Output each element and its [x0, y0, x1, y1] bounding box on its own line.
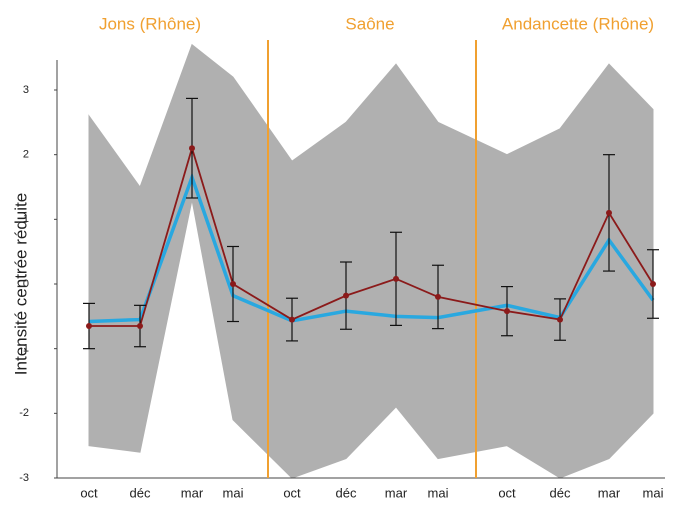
point: [435, 293, 441, 300]
series-line: [88, 172, 655, 324]
x-tick-label: déc: [130, 485, 151, 500]
y-tick-label: 1: [23, 213, 29, 225]
y-tick-label: 0: [23, 278, 29, 290]
y-tick-label: 3: [23, 84, 29, 96]
point: [393, 275, 399, 282]
y-axis-label: Intensité centrée réduite: [11, 193, 30, 375]
y-tick-label: 2: [23, 149, 29, 161]
x-tick-label: oct: [283, 485, 301, 500]
x-tick-label: mai: [428, 485, 449, 500]
x-tick-label: mai: [643, 485, 664, 500]
x-tick-label: mar: [181, 485, 204, 500]
point: [606, 209, 612, 216]
x-tick-label: déc: [550, 485, 571, 500]
point: [343, 292, 349, 299]
point: [230, 281, 236, 287]
y-tick-label: -1: [19, 343, 29, 355]
point: [504, 308, 510, 315]
y-tick-label: -3: [19, 472, 29, 484]
series-line: [89, 145, 654, 327]
y-tick-label: -2: [19, 407, 29, 419]
x-tick-label: mar: [598, 485, 621, 500]
point: [650, 281, 656, 287]
x-tick-label: oct: [498, 485, 516, 500]
point: [557, 316, 563, 323]
point: [289, 316, 295, 323]
x-tick-label: mai: [223, 485, 244, 500]
point: [189, 145, 195, 152]
point: [86, 323, 92, 330]
x-tick-label: déc: [336, 485, 357, 500]
panel-title: Andancette (Rhône): [502, 14, 654, 33]
envelope: [88, 43, 654, 479]
x-tick-label: oct: [80, 485, 98, 500]
point: [137, 323, 143, 330]
panel-title: Jons (Rhône): [99, 14, 201, 33]
panel-title: Saône: [345, 14, 394, 33]
x-tick-label: mar: [385, 485, 408, 500]
